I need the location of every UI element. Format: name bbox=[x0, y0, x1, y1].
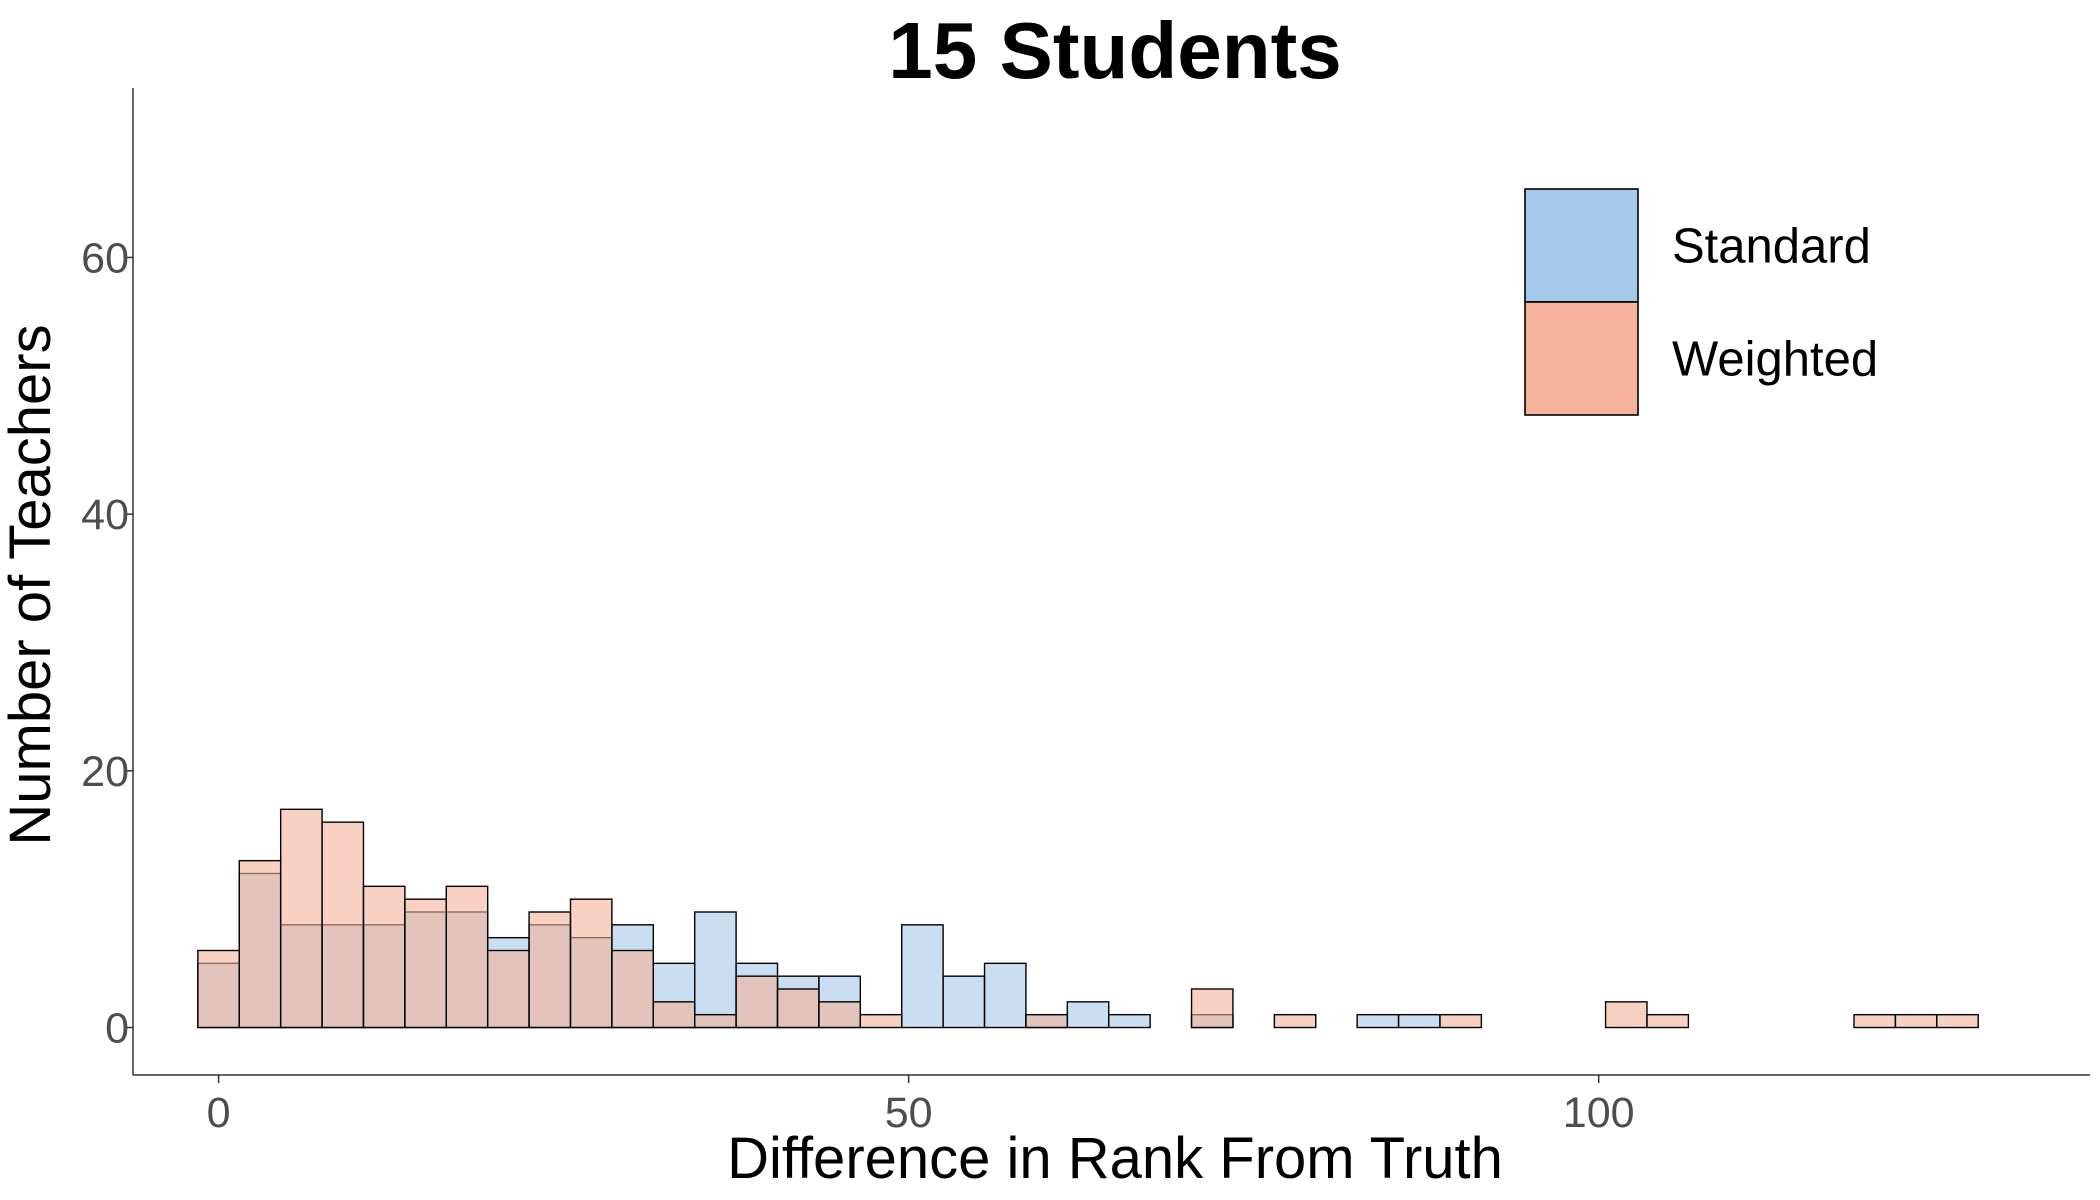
bar-weighted bbox=[404, 898, 447, 1029]
y-tick-group: 0 20 40 60 bbox=[81, 234, 133, 1053]
bar-weighted bbox=[1894, 1013, 1938, 1029]
bar-weighted bbox=[735, 975, 779, 1029]
legend-label-weighted: Weighted bbox=[1672, 333, 1878, 387]
bar-weighted bbox=[818, 1001, 862, 1029]
bar-standard bbox=[983, 962, 1027, 1029]
bar-weighted bbox=[486, 949, 530, 1029]
bar-weighted bbox=[528, 911, 572, 1029]
bar-standard bbox=[1356, 1013, 1400, 1029]
y-tick-label: 0 bbox=[105, 1005, 129, 1053]
bar-weighted bbox=[1439, 1013, 1483, 1029]
bar-weighted bbox=[1646, 1013, 1690, 1029]
bar-standard bbox=[901, 924, 944, 1029]
bar-weighted bbox=[321, 821, 365, 1029]
bar-weighted bbox=[652, 1001, 696, 1029]
bar-weighted bbox=[859, 1013, 903, 1029]
bar-weighted bbox=[1190, 988, 1234, 1029]
histogram-bars bbox=[197, 808, 1979, 1029]
legend-label-standard: Standard bbox=[1672, 220, 1871, 274]
bar-weighted bbox=[238, 859, 282, 1029]
bar-weighted bbox=[1273, 1013, 1317, 1029]
x-axis: 0 50 100 bbox=[133, 1074, 2090, 1137]
chart-title: 15 Students bbox=[888, 6, 1341, 95]
bar-weighted bbox=[1936, 1013, 1979, 1029]
legend: Standard Weighted bbox=[1524, 188, 1878, 416]
x-tick-label: 100 bbox=[1563, 1089, 1635, 1137]
x-tick-label: 0 bbox=[207, 1089, 231, 1137]
bar-weighted bbox=[1025, 1013, 1069, 1029]
bar-standard bbox=[694, 911, 737, 1029]
y-tick-label: 60 bbox=[81, 234, 129, 282]
bar-weighted bbox=[1853, 1013, 1897, 1029]
bar-weighted bbox=[279, 808, 323, 1029]
bar-weighted bbox=[1604, 1001, 1648, 1029]
bar-weighted bbox=[611, 949, 655, 1029]
x-tick-label: 50 bbox=[885, 1089, 933, 1137]
bar-weighted bbox=[776, 988, 820, 1029]
legend-key-weighted bbox=[1524, 301, 1639, 416]
bar-standard bbox=[1066, 1001, 1110, 1029]
bar-standard bbox=[1397, 1013, 1441, 1029]
bar-weighted bbox=[694, 1013, 737, 1029]
bar-weighted bbox=[445, 885, 489, 1029]
x-axis-label: Difference in Rank From Truth bbox=[727, 1126, 1503, 1191]
bar-weighted bbox=[362, 885, 406, 1029]
bar-weighted bbox=[197, 949, 240, 1029]
bar-standard bbox=[942, 975, 986, 1029]
y-tick-label: 20 bbox=[81, 748, 129, 796]
y-tick-label: 40 bbox=[81, 491, 129, 539]
x-tick-group: 0 50 100 bbox=[207, 1075, 1635, 1137]
y-axis: 0 20 40 60 bbox=[81, 88, 134, 1075]
bar-weighted bbox=[569, 898, 613, 1029]
bar-standard bbox=[1108, 1013, 1151, 1029]
legend-key-standard bbox=[1524, 188, 1639, 303]
series-weighted bbox=[197, 808, 1979, 1029]
y-axis-label: Number of Teachers bbox=[0, 324, 63, 845]
